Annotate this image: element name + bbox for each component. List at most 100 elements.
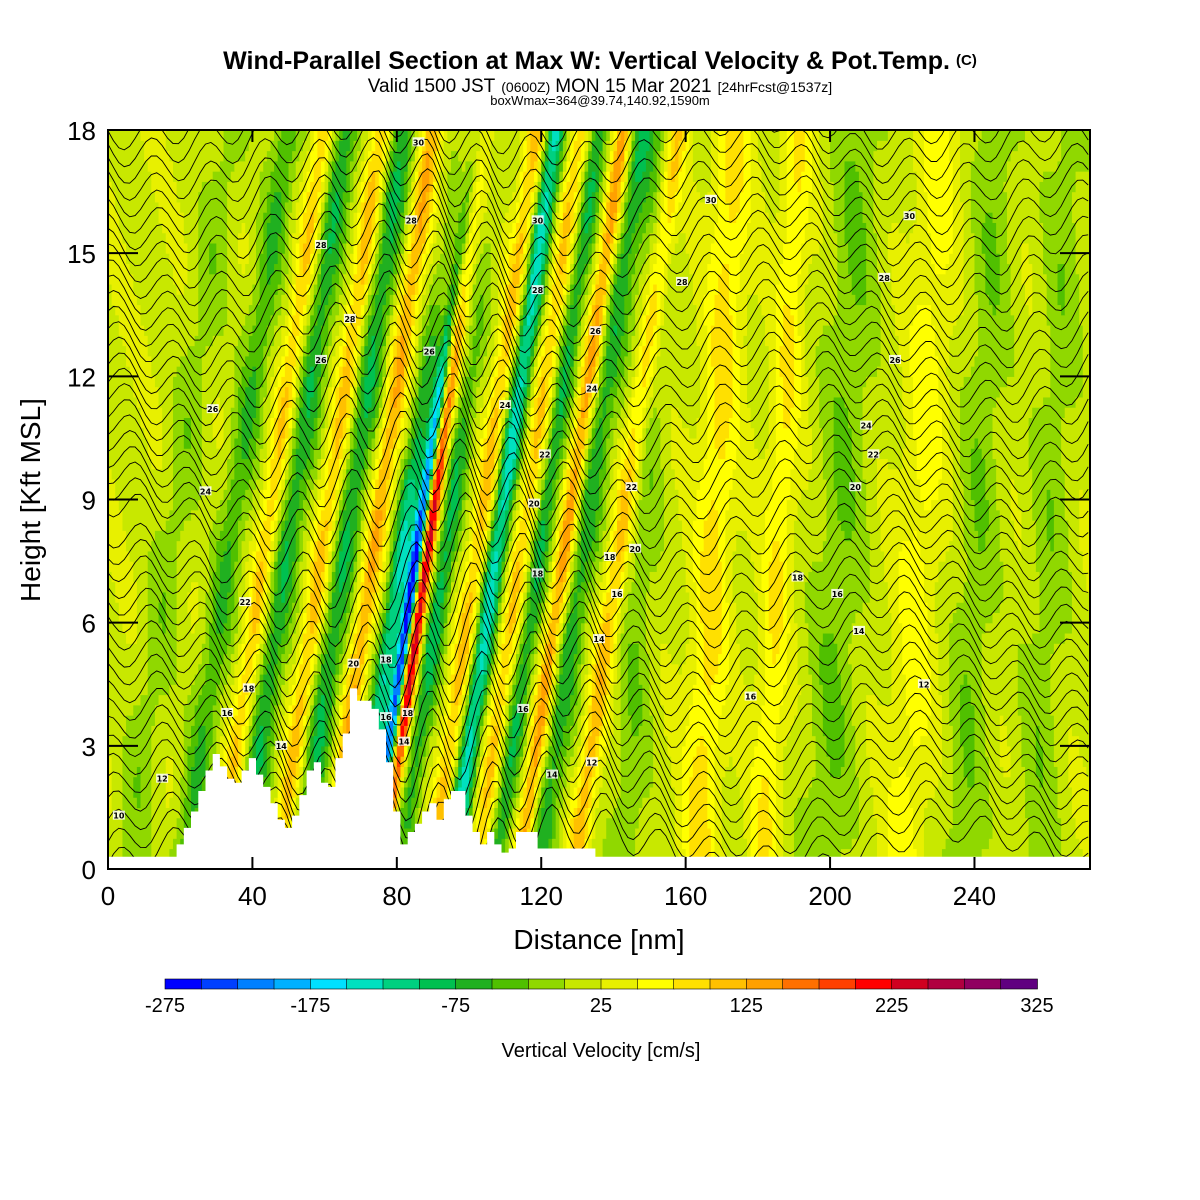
w-cell <box>682 756 694 767</box>
w-cell <box>440 561 452 572</box>
w-cell <box>848 653 893 665</box>
w-cell <box>638 540 665 552</box>
w-cell <box>292 663 297 675</box>
w-cell <box>566 745 575 757</box>
w-cell <box>302 509 308 521</box>
w-cell <box>458 468 463 480</box>
w-cell <box>526 540 532 552</box>
w-cell <box>617 653 622 665</box>
w-cell <box>541 612 546 624</box>
w-cell <box>761 786 770 798</box>
w-cell <box>617 797 643 809</box>
w-cell <box>472 745 477 757</box>
w-cell <box>274 715 279 726</box>
w-cell <box>277 756 282 767</box>
w-cell <box>469 684 474 696</box>
w-cell <box>339 530 344 542</box>
w-cell <box>617 632 622 644</box>
w-cell <box>295 766 300 778</box>
w-cell <box>425 581 430 593</box>
w-cell <box>671 776 683 788</box>
w-cell <box>876 848 889 860</box>
w-cell <box>252 715 257 726</box>
w-cell <box>277 530 282 542</box>
w-cell <box>414 591 420 603</box>
w-cell <box>909 715 929 726</box>
w-cell <box>165 756 174 767</box>
w-cell <box>425 735 430 747</box>
w-cell <box>227 591 235 603</box>
w-cell <box>274 448 279 460</box>
w-cell <box>328 540 333 552</box>
w-cell <box>505 735 510 747</box>
w-cell <box>418 550 423 562</box>
w-cell <box>963 478 972 490</box>
w-cell <box>306 540 311 552</box>
w-cell <box>548 530 553 542</box>
w-cell <box>1071 591 1090 603</box>
w-cell <box>595 643 600 655</box>
w-cell <box>580 468 586 480</box>
w-cell <box>981 663 1019 675</box>
w-cell <box>523 776 528 788</box>
w-cell <box>992 807 1026 819</box>
w-cell <box>660 643 669 655</box>
w-cell <box>960 694 972 706</box>
w-cell <box>685 561 694 572</box>
w-cell <box>378 673 383 685</box>
w-cell <box>505 520 510 531</box>
w-cell <box>548 632 557 644</box>
w-cell <box>284 478 290 490</box>
w-cell <box>241 612 246 624</box>
w-cell <box>115 581 138 593</box>
w-cell <box>252 745 257 757</box>
w-cell <box>339 581 344 593</box>
w-cell <box>515 776 521 788</box>
w-cell <box>313 643 318 655</box>
w-cell <box>393 448 398 460</box>
w-cell <box>898 602 929 614</box>
w-cell <box>584 612 589 624</box>
w-cell <box>837 509 856 521</box>
w-cell <box>580 797 589 809</box>
w-cell <box>519 478 524 490</box>
w-cell <box>227 478 232 490</box>
w-cell <box>450 571 456 583</box>
w-cell <box>407 673 412 685</box>
w-cell <box>721 612 730 624</box>
w-cell <box>562 632 568 644</box>
w-cell <box>649 694 661 706</box>
w-cell <box>494 838 503 850</box>
w-cell <box>133 561 149 572</box>
w-cell <box>1017 499 1033 511</box>
w-cell <box>111 786 124 798</box>
w-cell <box>952 745 965 757</box>
w-cell <box>573 745 578 757</box>
w-cell <box>241 540 250 552</box>
w-cell <box>422 530 427 542</box>
w-cell <box>490 509 495 521</box>
w-cell <box>559 643 564 655</box>
w-cell <box>385 478 391 490</box>
w-cell <box>725 448 737 460</box>
w-cell <box>447 520 452 531</box>
w-cell <box>956 602 1001 614</box>
w-cell <box>461 561 467 572</box>
w-cell <box>728 632 737 644</box>
w-cell <box>447 550 452 562</box>
w-cell <box>393 540 398 552</box>
w-cell <box>302 550 308 562</box>
w-cell <box>765 509 788 521</box>
w-cell <box>721 602 730 614</box>
w-cell <box>440 478 445 490</box>
w-cell <box>234 643 239 655</box>
w-cell <box>349 530 355 542</box>
w-cell <box>483 673 488 685</box>
w-cell <box>360 602 373 614</box>
w-cell <box>414 786 420 798</box>
w-cell <box>602 458 607 470</box>
w-cell <box>230 766 235 778</box>
w-cell <box>479 653 485 665</box>
w-cell <box>548 458 557 470</box>
w-cell <box>393 468 398 480</box>
